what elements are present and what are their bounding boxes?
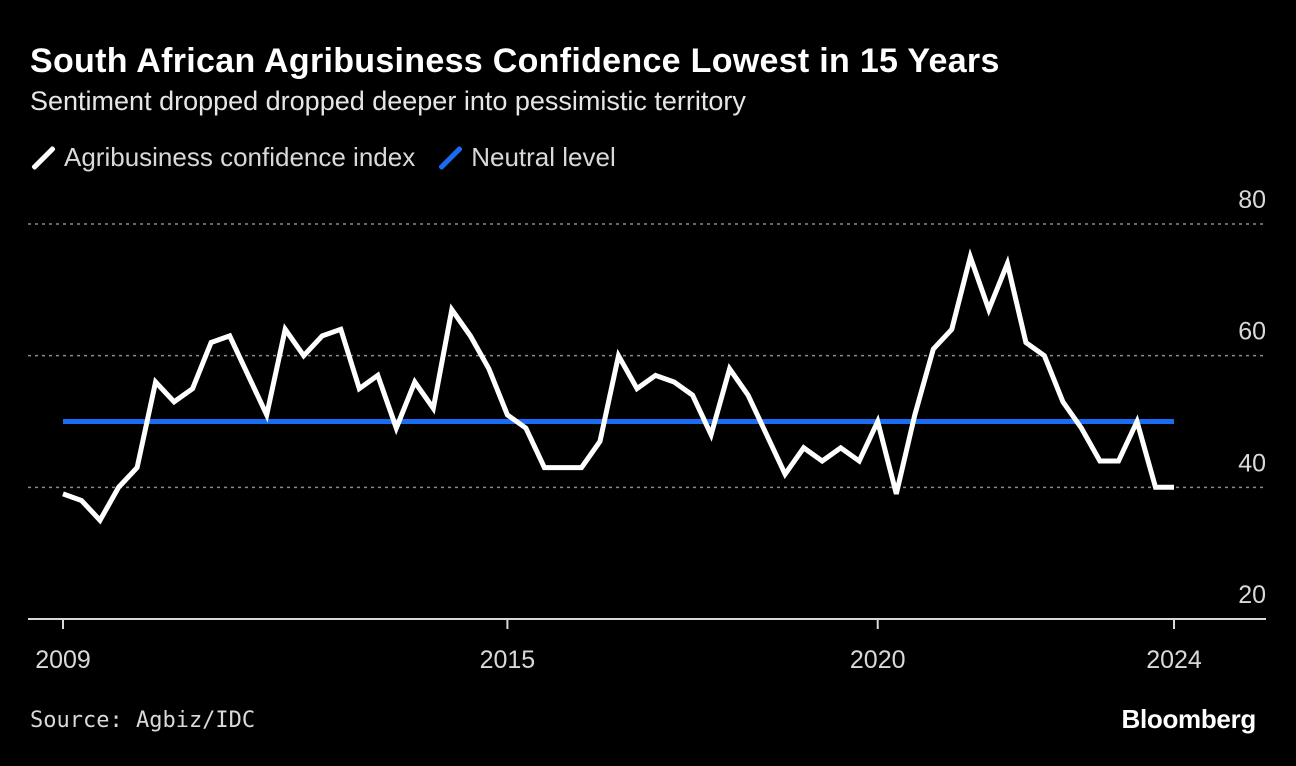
x-axis (28, 618, 1266, 629)
y-tick-label-20: 20 (1238, 581, 1266, 609)
x-tick-label-2009: 2009 (35, 646, 91, 674)
legend-item-neutral-level: Neutral level (437, 142, 616, 173)
bloomberg-logo: Bloomberg (1121, 704, 1256, 734)
series-line-agribusiness-confidence-index (62, 248, 1174, 525)
x-tick-label-2015: 2015 (480, 646, 536, 674)
y-tick-label-60: 60 (1238, 318, 1266, 346)
grid-layer (28, 223, 1266, 489)
source-note: Source: Agbiz/IDC (30, 708, 256, 733)
series-layer (62, 248, 1175, 525)
y-tick-label-40: 40 (1238, 449, 1266, 477)
chart-subtitle: Sentiment dropped dropped deeper into pe… (30, 86, 746, 116)
y-tick-label-80: 80 (1238, 186, 1266, 214)
legend-item-confidence-index: Agribusiness confidence index (30, 142, 415, 173)
x-tick-label-2020: 2020 (850, 646, 906, 674)
tick-labels: 80 60 40 20 2009 2015 2020 2024 (35, 186, 1266, 674)
legend-label-neutral-level: Neutral level (471, 142, 616, 172)
legend-label-confidence-index: Agribusiness confidence index (64, 142, 416, 172)
x-tick-label-2024: 2024 (1146, 646, 1202, 674)
chart-title: South African Agribusiness Confidence Lo… (30, 42, 1000, 80)
legend: Agribusiness confidence index Neutral le… (30, 142, 638, 173)
